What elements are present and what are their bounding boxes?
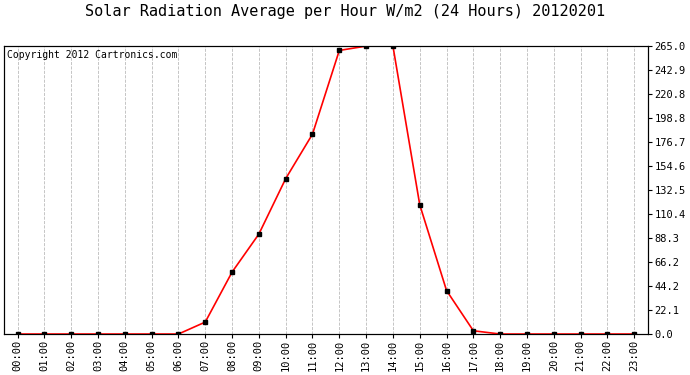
Text: Copyright 2012 Cartronics.com: Copyright 2012 Cartronics.com	[8, 50, 178, 60]
Text: Solar Radiation Average per Hour W/m2 (24 Hours) 20120201: Solar Radiation Average per Hour W/m2 (2…	[85, 4, 605, 19]
